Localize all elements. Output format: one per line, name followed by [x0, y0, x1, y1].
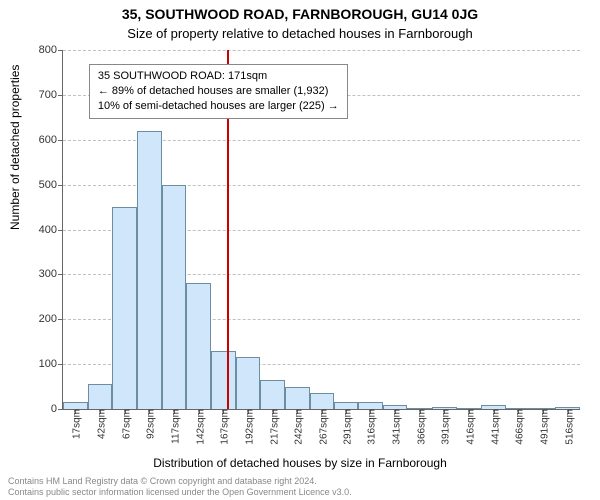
annotation-line1: 35 SOUTHWOOD ROAD: 171sqm [98, 69, 339, 84]
x-tick-label: 291sqm [338, 409, 353, 445]
footer-line2: Contains public sector information licen… [8, 487, 592, 497]
x-tick-label: 242sqm [290, 409, 305, 445]
x-tick-label: 192sqm [240, 409, 255, 445]
histogram-bar [260, 380, 285, 409]
x-tick-label: 491sqm [536, 409, 551, 445]
y-tick-label: 500 [39, 179, 63, 191]
histogram-bar [285, 387, 310, 409]
x-tick-label: 441sqm [486, 409, 501, 445]
x-tick-label: 67sqm [117, 409, 132, 439]
x-tick-label: 17sqm [68, 409, 83, 439]
histogram-bar [211, 351, 236, 409]
x-tick-label: 516sqm [560, 409, 575, 445]
histogram-bar [407, 408, 432, 409]
y-tick-label: 400 [39, 224, 63, 236]
histogram-bar [63, 402, 88, 409]
x-tick-label: 341sqm [388, 409, 403, 445]
x-axis-label: Distribution of detached houses by size … [0, 456, 600, 470]
x-tick-label: 217sqm [265, 409, 280, 445]
annotation-box: 35 SOUTHWOOD ROAD: 171sqm ← 89% of detac… [89, 64, 348, 119]
chart-root: 35, SOUTHWOOD ROAD, FARNBOROUGH, GU14 0J… [0, 0, 600, 500]
y-tick-label: 0 [51, 403, 63, 415]
histogram-bar [481, 405, 506, 409]
x-tick-label: 142sqm [191, 409, 206, 445]
y-tick-label: 300 [39, 268, 63, 280]
y-tick-label: 700 [39, 89, 63, 101]
chart-title-line2: Size of property relative to detached ho… [0, 26, 600, 41]
histogram-bar [457, 408, 482, 409]
plot-area: 35 SOUTHWOOD ROAD: 171sqm ← 89% of detac… [62, 50, 580, 410]
annotation-line2: ← 89% of detached houses are smaller (1,… [98, 84, 339, 99]
x-tick-label: 117sqm [166, 409, 181, 444]
x-tick-label: 466sqm [511, 409, 526, 445]
y-axis-label: Number of detached properties [8, 65, 22, 230]
histogram-bar [137, 131, 162, 409]
histogram-bar [236, 357, 261, 409]
histogram-bar [383, 405, 408, 409]
y-tick-label: 100 [39, 358, 63, 370]
histogram-bar [186, 283, 211, 409]
x-tick-label: 391sqm [437, 409, 452, 445]
footer-line1: Contains HM Land Registry data © Crown c… [8, 476, 592, 486]
histogram-bar [310, 393, 334, 409]
x-tick-label: 416sqm [462, 409, 477, 445]
histogram-bar [506, 408, 531, 409]
histogram-bar [334, 402, 358, 409]
x-tick-label: 92sqm [142, 409, 157, 439]
x-tick-label: 316sqm [363, 409, 378, 445]
footer: Contains HM Land Registry data © Crown c… [8, 476, 592, 497]
y-tick-label: 600 [39, 134, 63, 146]
histogram-bar [555, 407, 580, 409]
x-tick-label: 167sqm [216, 409, 231, 445]
histogram-bar [88, 384, 113, 409]
histogram-bar [432, 407, 457, 409]
annotation-line3: 10% of semi-detached houses are larger (… [98, 99, 339, 114]
x-tick-label: 42sqm [92, 409, 107, 439]
x-tick-label: 366sqm [412, 409, 427, 445]
y-tick-label: 800 [39, 44, 63, 56]
histogram-bar [112, 207, 137, 409]
histogram-bar [531, 408, 556, 409]
x-tick-label: 267sqm [314, 409, 329, 445]
histogram-bar [162, 185, 187, 409]
histogram-bar [358, 402, 383, 409]
chart-title-line1: 35, SOUTHWOOD ROAD, FARNBOROUGH, GU14 0J… [0, 6, 600, 22]
y-tick-label: 200 [39, 313, 63, 325]
